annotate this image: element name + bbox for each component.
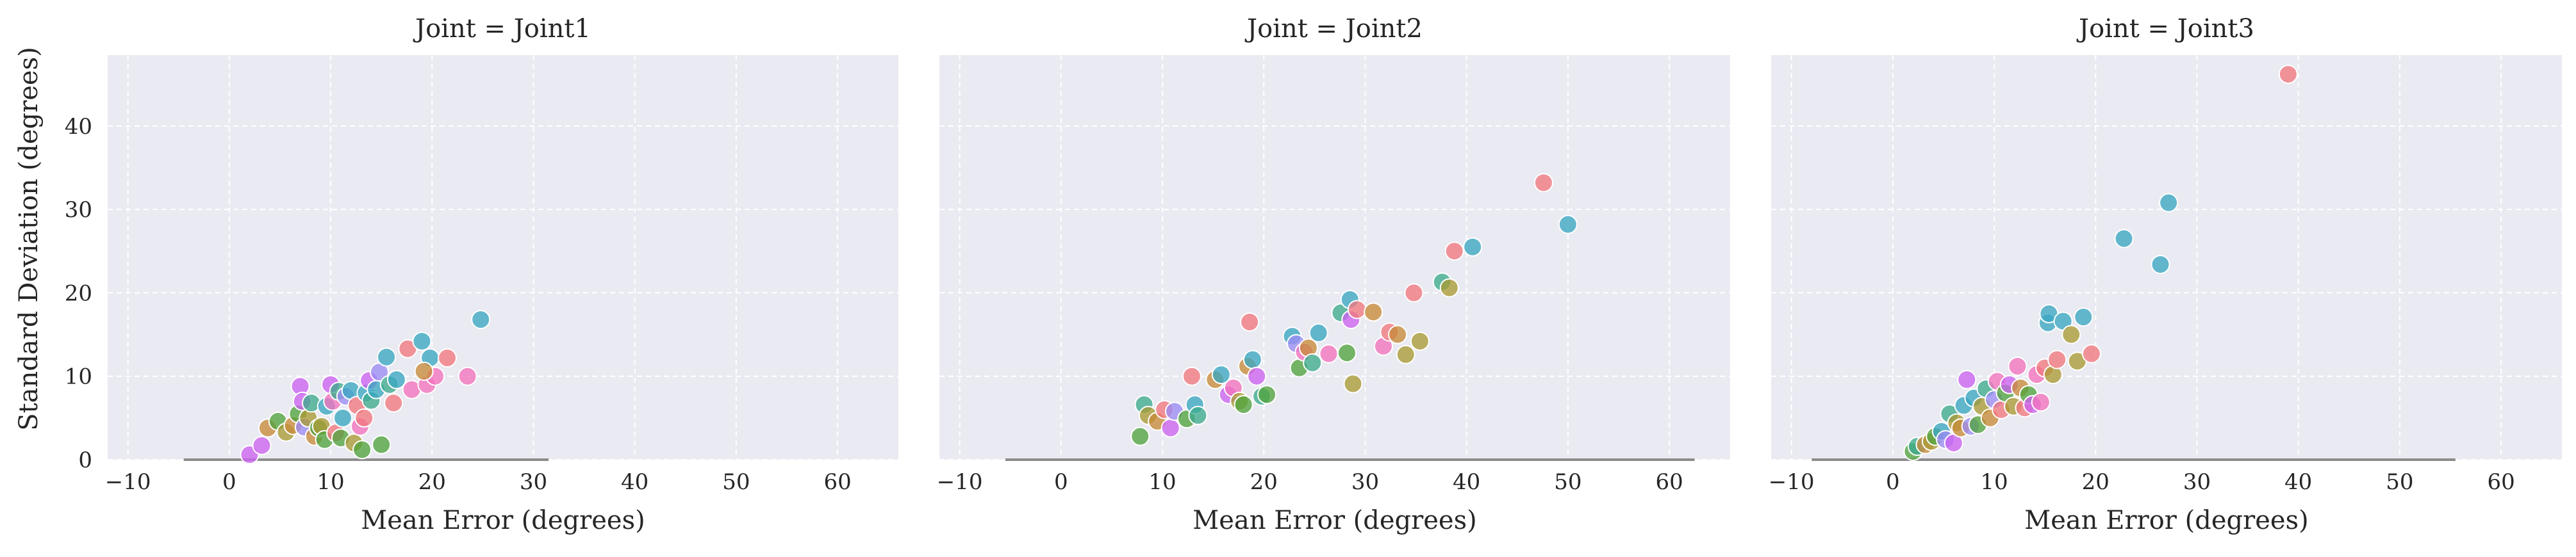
data-point [1439,278,1459,298]
data-point [377,347,397,367]
x-tick-label: 40 [2284,469,2312,495]
data-point [1160,418,1180,438]
data-point [1247,366,1267,386]
data-point [333,408,353,428]
x-tick-label: 50 [2386,469,2413,495]
y-tick-label: 40 [65,114,92,140]
x-tick-label: 0 [1886,469,1900,495]
x-tick-label: 60 [1655,469,1683,495]
plot-area [939,55,1730,460]
data-point [2081,344,2101,364]
y-axis-label: Standard Deviation (degrees) [14,47,44,430]
data-point [412,331,432,351]
panel-title: Joint = Joint1 [413,14,591,44]
panel-3: −10 0 10 20 30 40 50 60 Mean Error (degrees) Join… [1769,14,2562,535]
panel-2: −10 0 10 20 30 40 50 60 Mean Error (degrees) Join… [937,14,1730,535]
panel-title: Joint = Joint3 [2076,14,2254,44]
x-tick-label: 10 [317,469,344,495]
data-point [1257,385,1277,405]
data-point [2061,325,2081,344]
data-point [437,348,457,368]
data-point [2031,392,2051,412]
data-point [1343,374,1363,394]
x-tick-label: 10 [1148,469,1176,495]
x-tick-label: −10 [105,469,151,495]
data-point [1188,405,1208,425]
x-tick-label: 40 [621,469,648,495]
x-tick-label: 30 [2183,469,2211,495]
x-tick-label: 30 [520,469,547,495]
data-point [1396,344,1416,364]
x-axis-label: Mean Error (degrees) [1193,506,1476,535]
data-point [1243,350,1262,369]
x-tick-label: 60 [2487,469,2514,495]
data-point [386,369,406,389]
x-tick-label: 20 [1250,469,1278,495]
data-point [1957,369,1977,389]
x-tick-label: 40 [1453,469,1480,495]
plot-area [108,55,898,460]
data-point [1463,237,1483,257]
x-tick-label: 0 [222,469,236,495]
x-tick-label: 60 [823,469,851,495]
data-point [2008,357,2027,376]
y-tick-label: 10 [65,364,92,390]
x-axis-label: Mean Error (degrees) [2024,506,2308,535]
data-point [252,435,272,455]
x-tick-label: −10 [1769,469,1815,495]
y-tick-label: 30 [65,197,92,223]
data-point [414,361,434,381]
data-point [1347,300,1367,319]
data-point [1240,312,1260,332]
data-point [1234,394,1253,414]
data-point [352,440,372,460]
data-point [354,408,374,428]
x-axis-label: Mean Error (degrees) [361,506,645,535]
data-point [1319,344,1339,364]
x-tick-label: −10 [937,469,983,495]
data-point [1533,173,1553,193]
x-tick-label: 50 [722,469,750,495]
data-point [372,435,392,455]
data-point [1182,366,1201,386]
data-point [471,310,491,330]
y-tick-label: 0 [78,448,92,473]
y-tick-label: 20 [65,280,92,306]
data-point [2159,193,2179,213]
data-point [458,366,477,386]
data-point [1410,331,1430,351]
data-point [2074,307,2093,327]
data-point [2047,350,2067,369]
data-point [1130,426,1150,446]
panel-1: −10 0 10 20 30 40 50 60 0 10 20 30 40 Mean Error (deg… [65,14,898,535]
x-tick-label: 20 [2082,469,2110,495]
data-point [1364,302,1383,322]
data-point [1211,365,1231,385]
x-tick-label: 0 [1054,469,1068,495]
data-point [2114,229,2134,248]
data-point [1558,214,1578,234]
data-point [1444,241,1464,261]
data-point [1388,325,1408,344]
data-point [1404,283,1424,303]
x-tick-label: 10 [1980,469,2008,495]
x-tick-label: 50 [1554,469,1581,495]
data-point [2151,255,2170,275]
x-tick-label: 30 [1351,469,1379,495]
data-point [1303,353,1323,373]
x-tick-label: 20 [418,469,446,495]
data-point [1309,323,1328,343]
data-point [384,393,404,413]
data-point [2278,64,2298,84]
panel-title: Joint = Joint2 [1244,14,1423,44]
data-point [1337,343,1357,363]
